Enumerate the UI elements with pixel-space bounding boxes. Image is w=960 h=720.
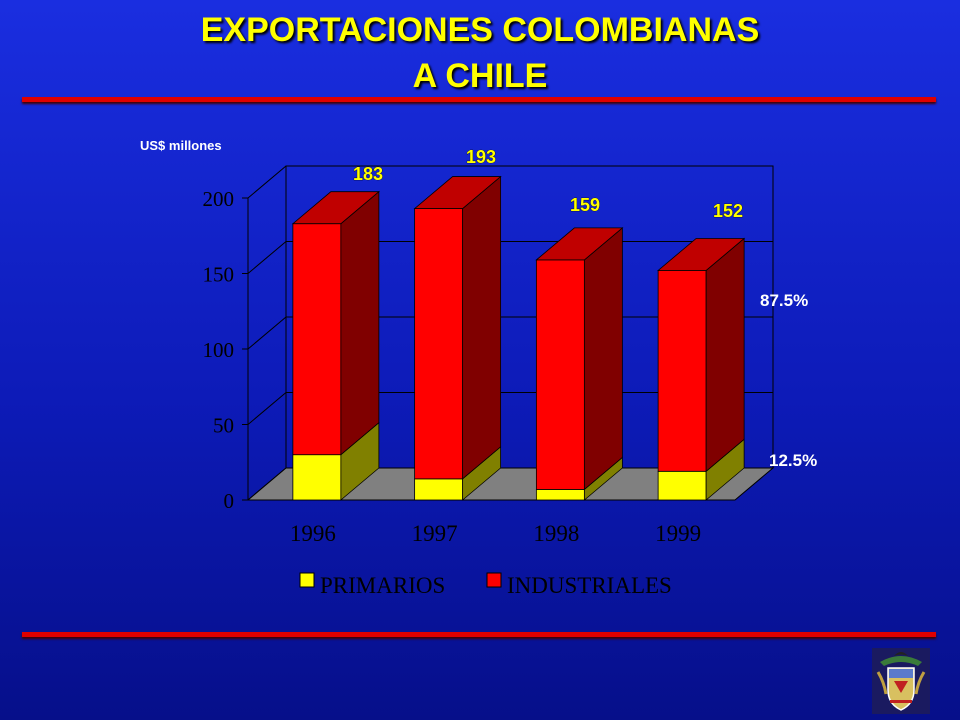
legend-label-industriales: INDUSTRIALES: [507, 573, 672, 598]
chart-bars: [291, 175, 746, 501]
top-divider: [22, 97, 936, 102]
bar-front-industriales: [414, 208, 464, 480]
y-tick-label: 0: [224, 489, 235, 513]
bar-front-industriales: [657, 270, 707, 472]
bar-top: [535, 227, 624, 261]
page-title-line1: EXPORTACIONES COLOMBIANAS: [200, 11, 760, 49]
bar-front-primarios: [292, 454, 342, 501]
legend-swatch-industriales: [486, 572, 502, 588]
total-label: 152: [713, 201, 743, 221]
legend-label-primarios: PRIMARIOS: [320, 573, 445, 598]
bar-side-industriales: [583, 227, 623, 491]
x-tick-label: 1998: [533, 521, 579, 546]
bottom-divider: [22, 632, 936, 637]
y-tick-label: 200: [203, 187, 235, 211]
bar-front-primarios: [414, 478, 464, 501]
total-label: 159: [570, 195, 600, 215]
bar-side-industriales: [340, 190, 380, 456]
y-tick-label: 150: [203, 263, 235, 287]
bar-top: [657, 238, 746, 271]
total-label: 183: [353, 164, 383, 184]
page-title-line2: A CHILE: [412, 57, 548, 95]
chart-legend: PRIMARIOS INDUSTRIALES: [299, 572, 672, 598]
bar-top: [291, 191, 380, 225]
bar-front-primarios: [535, 489, 585, 501]
bar-front-industriales: [535, 259, 585, 490]
bar-side-industriales: [462, 175, 502, 480]
bar-top: [413, 176, 502, 209]
bar-front-industriales: [292, 223, 342, 456]
x-tick-label: 1999: [655, 521, 701, 546]
bar-side-industriales: [705, 237, 745, 473]
grid-line: [247, 165, 773, 199]
bar-front-primarios: [657, 470, 707, 501]
total-label: 193: [466, 147, 496, 167]
y-unit-label: US$ millones: [140, 138, 222, 153]
legend-swatch-primarios: [299, 572, 315, 588]
y-tick-label: 100: [203, 338, 235, 362]
x-tick-label: 1996: [290, 521, 336, 546]
chart-labels: 0 50 100 150 200 1996 1997 1998 1999 183 193 159 152…: [140, 138, 817, 546]
x-tick-label: 1997: [412, 521, 458, 546]
coat-of-arms-icon: [872, 648, 930, 714]
share-label-industriales: 87.5%: [760, 291, 808, 310]
y-tick-label: 50: [213, 414, 234, 438]
share-label-primarios: 12.5%: [769, 451, 817, 470]
